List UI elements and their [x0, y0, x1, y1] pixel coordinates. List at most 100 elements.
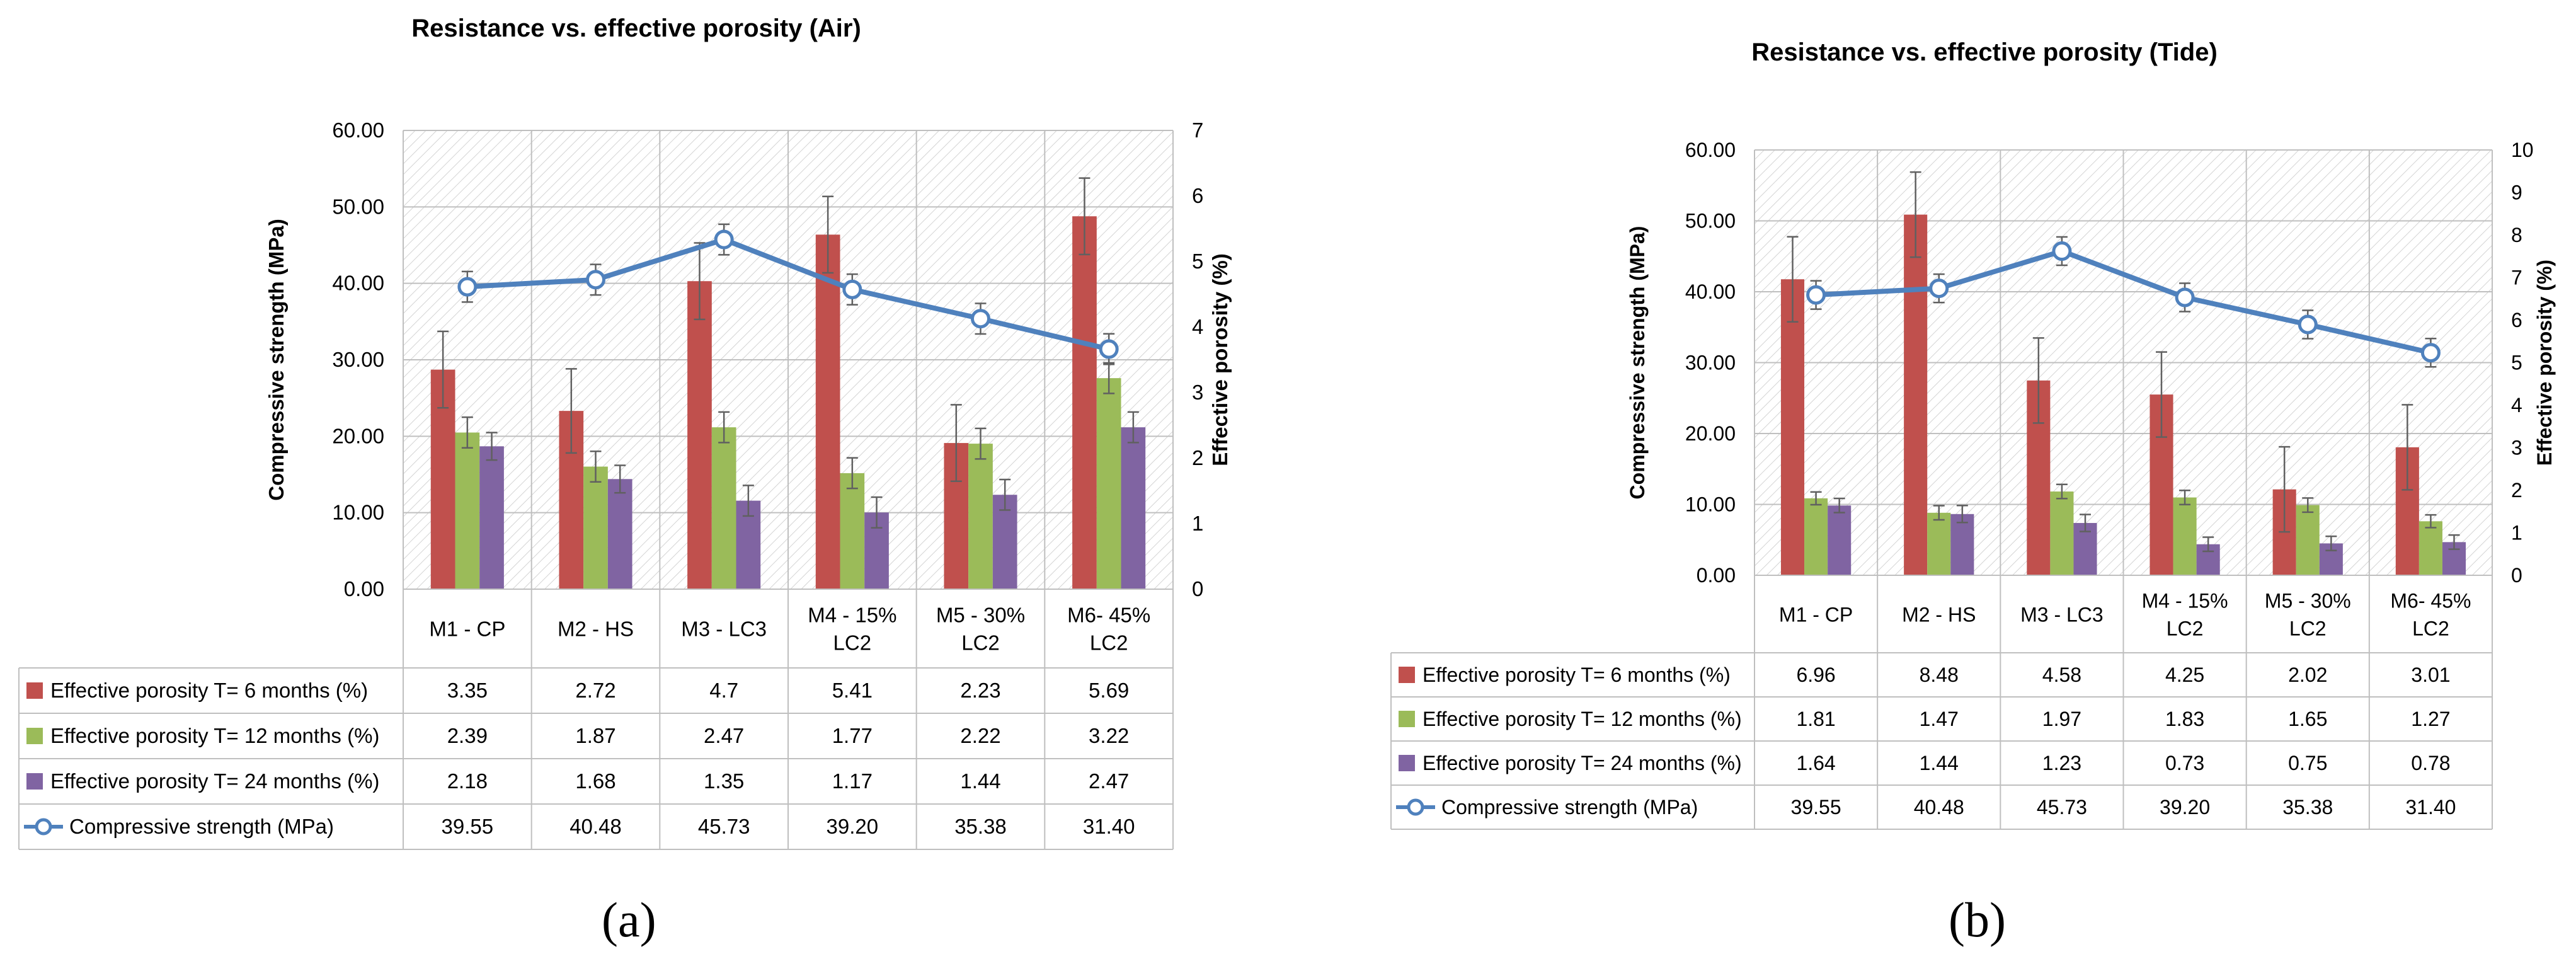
bar	[1780, 279, 1805, 575]
table-value: 1.97	[2042, 708, 2081, 730]
table-value: 40.48	[570, 815, 622, 838]
y2-tick-label: 4	[2511, 394, 2522, 417]
table-value: 1.65	[2288, 708, 2327, 730]
panel-label-b: (b)	[1949, 892, 2006, 947]
bar	[1950, 514, 1974, 575]
bar	[479, 446, 504, 589]
y2-tick-label: 1	[1192, 512, 1203, 535]
table-value: 40.48	[1914, 796, 1964, 819]
category-label: M1 - CP	[429, 618, 505, 641]
table-value: 1.87	[575, 724, 615, 747]
table-value: 35.38	[2282, 796, 2333, 819]
legend-label: Effective porosity T= 6 months (%)	[50, 679, 368, 702]
line-marker	[971, 309, 990, 329]
category-label: M4 - 15% LC2	[2142, 590, 2228, 640]
category-label: M3 - LC3	[681, 618, 767, 641]
y2-tick-label: 1	[2511, 522, 2522, 544]
y2-tick-label: 0	[1192, 577, 1203, 600]
line-marker	[586, 270, 605, 290]
table-value: 1.68	[575, 769, 615, 793]
legend-swatch	[1399, 755, 1415, 771]
table-value: 1.83	[2165, 708, 2204, 730]
line-marker	[1929, 279, 1949, 299]
y-tick-label: 0.00	[344, 577, 384, 600]
bar	[840, 473, 865, 589]
legend-label: Effective porosity T= 6 months (%)	[1423, 664, 1731, 686]
bar	[1904, 214, 1928, 576]
y-tick-label: 40.00	[332, 272, 384, 295]
y-tick-label: 60.00	[1685, 139, 1736, 161]
table-value: 35.38	[954, 815, 1007, 838]
bar	[2050, 491, 2074, 575]
chart-a: Resistance vs. effective porosity (Air) 0…	[18, 14, 1232, 850]
bar	[583, 466, 608, 589]
category-label: M1 - CP	[1779, 604, 1853, 626]
table-value: 1.17	[832, 769, 873, 793]
table-value: 1.81	[1796, 708, 1835, 730]
table-value: 2.18	[447, 769, 488, 793]
y-tick-label: 60.00	[332, 118, 384, 142]
line-marker	[2420, 343, 2441, 363]
y-tick-label: 50.00	[1685, 210, 1736, 233]
chart-b: Resistance vs. effective porosity (Tide)…	[1390, 38, 2556, 830]
table-value: 6.96	[1796, 664, 1835, 686]
table-value: 3.22	[1089, 724, 1129, 747]
legend-label: Effective porosity T= 12 months (%)	[1423, 708, 1742, 730]
chart-title: Resistance vs. effective porosity (Tide)	[1751, 38, 2218, 66]
bar	[968, 444, 993, 589]
legend-label: Effective porosity T= 12 months (%)	[50, 724, 379, 747]
table-value: 5.69	[1089, 679, 1129, 702]
y2-tick-label: 3	[1192, 381, 1203, 404]
bar	[2296, 505, 2320, 575]
y2-tick-label: 2	[1192, 446, 1203, 469]
table-value: 4.25	[2165, 664, 2204, 686]
table-value: 1.44	[960, 769, 1000, 793]
y-tick-label: 20.00	[1685, 422, 1736, 445]
y2-axis-title: Effective porosity (%)	[1208, 253, 1232, 466]
bar	[815, 234, 840, 589]
table-value: 1.35	[704, 769, 744, 793]
y-tick-label: 10.00	[1685, 493, 1736, 516]
category-label: M5 - 30% LC2	[2265, 590, 2351, 640]
legend-label: Effective porosity T= 24 months (%)	[50, 769, 379, 793]
legend-swatch	[1399, 711, 1415, 727]
y2-tick-label: 2	[2511, 479, 2522, 502]
y2-tick-label: 10	[2511, 139, 2534, 161]
bar	[1121, 427, 1146, 589]
bar	[2173, 497, 2197, 575]
y-tick-label: 10.00	[332, 501, 384, 524]
table-value: 2.23	[960, 679, 1000, 702]
table-value: 45.73	[2037, 796, 2087, 819]
table-value: 2.22	[960, 724, 1000, 747]
panel-label-a: (a)	[602, 892, 656, 947]
bar	[1828, 505, 1852, 575]
bar	[455, 432, 480, 589]
table-value: 1.77	[832, 724, 873, 747]
legend-swatch	[26, 682, 43, 699]
bar	[2419, 521, 2442, 575]
y-tick-label: 30.00	[1685, 352, 1736, 374]
y2-tick-label: 5	[2511, 352, 2522, 374]
legend-label: Effective porosity T= 24 months (%)	[1423, 752, 1742, 774]
table-value: 1.64	[1796, 752, 1835, 774]
y-tick-label: 30.00	[332, 348, 384, 371]
line-marker	[1099, 339, 1119, 359]
table-value: 2.72	[575, 679, 615, 702]
y2-tick-label: 6	[2511, 309, 2522, 331]
category-label: M2 - HS	[1902, 604, 1976, 626]
table-value: 4.58	[2042, 664, 2081, 686]
table-value: 8.48	[1920, 664, 1959, 686]
line-marker	[714, 229, 734, 250]
table-value: 39.20	[2160, 796, 2210, 819]
bar	[1804, 498, 1828, 575]
y-axis-title: Compressive strength (MPa)	[265, 219, 288, 500]
category-label: M2 - HS	[558, 618, 634, 641]
category-label: M5 - 30% LC2	[936, 604, 1025, 655]
y-tick-label: 50.00	[332, 195, 384, 218]
bar	[1927, 512, 1951, 575]
category-label: M4 - 15% LC2	[808, 604, 896, 655]
table-value: 3.35	[447, 679, 488, 702]
table-value: 1.27	[2411, 708, 2450, 730]
y-tick-label: 20.00	[332, 424, 384, 447]
